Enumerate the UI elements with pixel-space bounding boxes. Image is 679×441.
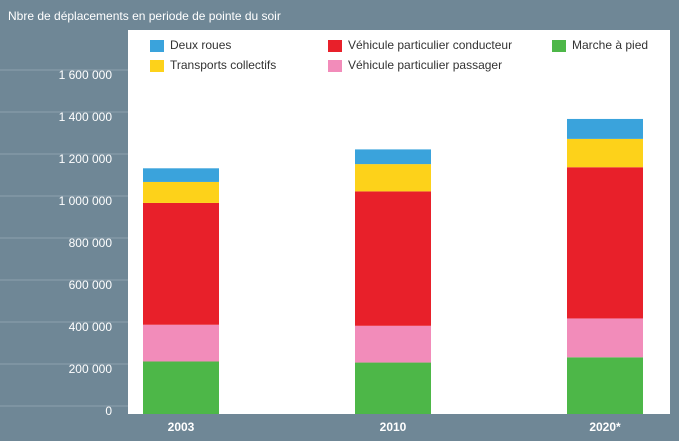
legend-swatch <box>328 40 342 52</box>
legend-label: Véhicule particulier conducteur <box>348 38 512 52</box>
legend-label: Deux roues <box>170 38 231 52</box>
bar-segment <box>567 318 643 358</box>
x-tick-label: 2020* <box>589 420 621 434</box>
bar-segment <box>143 202 219 325</box>
y-tick-label: 0 <box>105 404 112 418</box>
y-tick-label: 1 000 000 <box>59 194 113 208</box>
legend-swatch <box>150 60 164 72</box>
y-tick-label: 800 000 <box>69 236 113 250</box>
legend-swatch <box>150 40 164 52</box>
chart-title: Nbre de déplacements en periode de point… <box>8 9 281 23</box>
bar-segment <box>355 325 431 363</box>
legend-label: Véhicule particulier passager <box>348 58 502 72</box>
y-tick-label: 1 200 000 <box>59 152 113 166</box>
x-tick-label: 2010 <box>380 420 407 434</box>
legend-swatch <box>328 60 342 72</box>
y-tick-label: 200 000 <box>69 362 113 376</box>
bar-segment <box>567 118 643 139</box>
bar-segment <box>567 167 643 319</box>
bar-segment <box>567 357 643 414</box>
x-tick-label: 2003 <box>168 420 195 434</box>
legend-label: Marche à pied <box>572 38 648 52</box>
bar-segment <box>355 191 431 326</box>
bar-segment <box>567 138 643 168</box>
bar-segment <box>143 324 219 362</box>
legend-label: Transports collectifs <box>170 58 276 72</box>
bar-segment <box>143 361 219 414</box>
bar-segment <box>143 168 219 182</box>
y-tick-label: 1 400 000 <box>59 110 113 124</box>
y-tick-label: 600 000 <box>69 278 113 292</box>
bar-segment <box>143 181 219 203</box>
bar-segment <box>355 149 431 165</box>
bar-segment <box>355 362 431 414</box>
y-tick-label: 1 600 000 <box>59 68 113 82</box>
bar-segment <box>355 164 431 192</box>
y-tick-label: 400 000 <box>69 320 113 334</box>
legend-swatch <box>552 40 566 52</box>
